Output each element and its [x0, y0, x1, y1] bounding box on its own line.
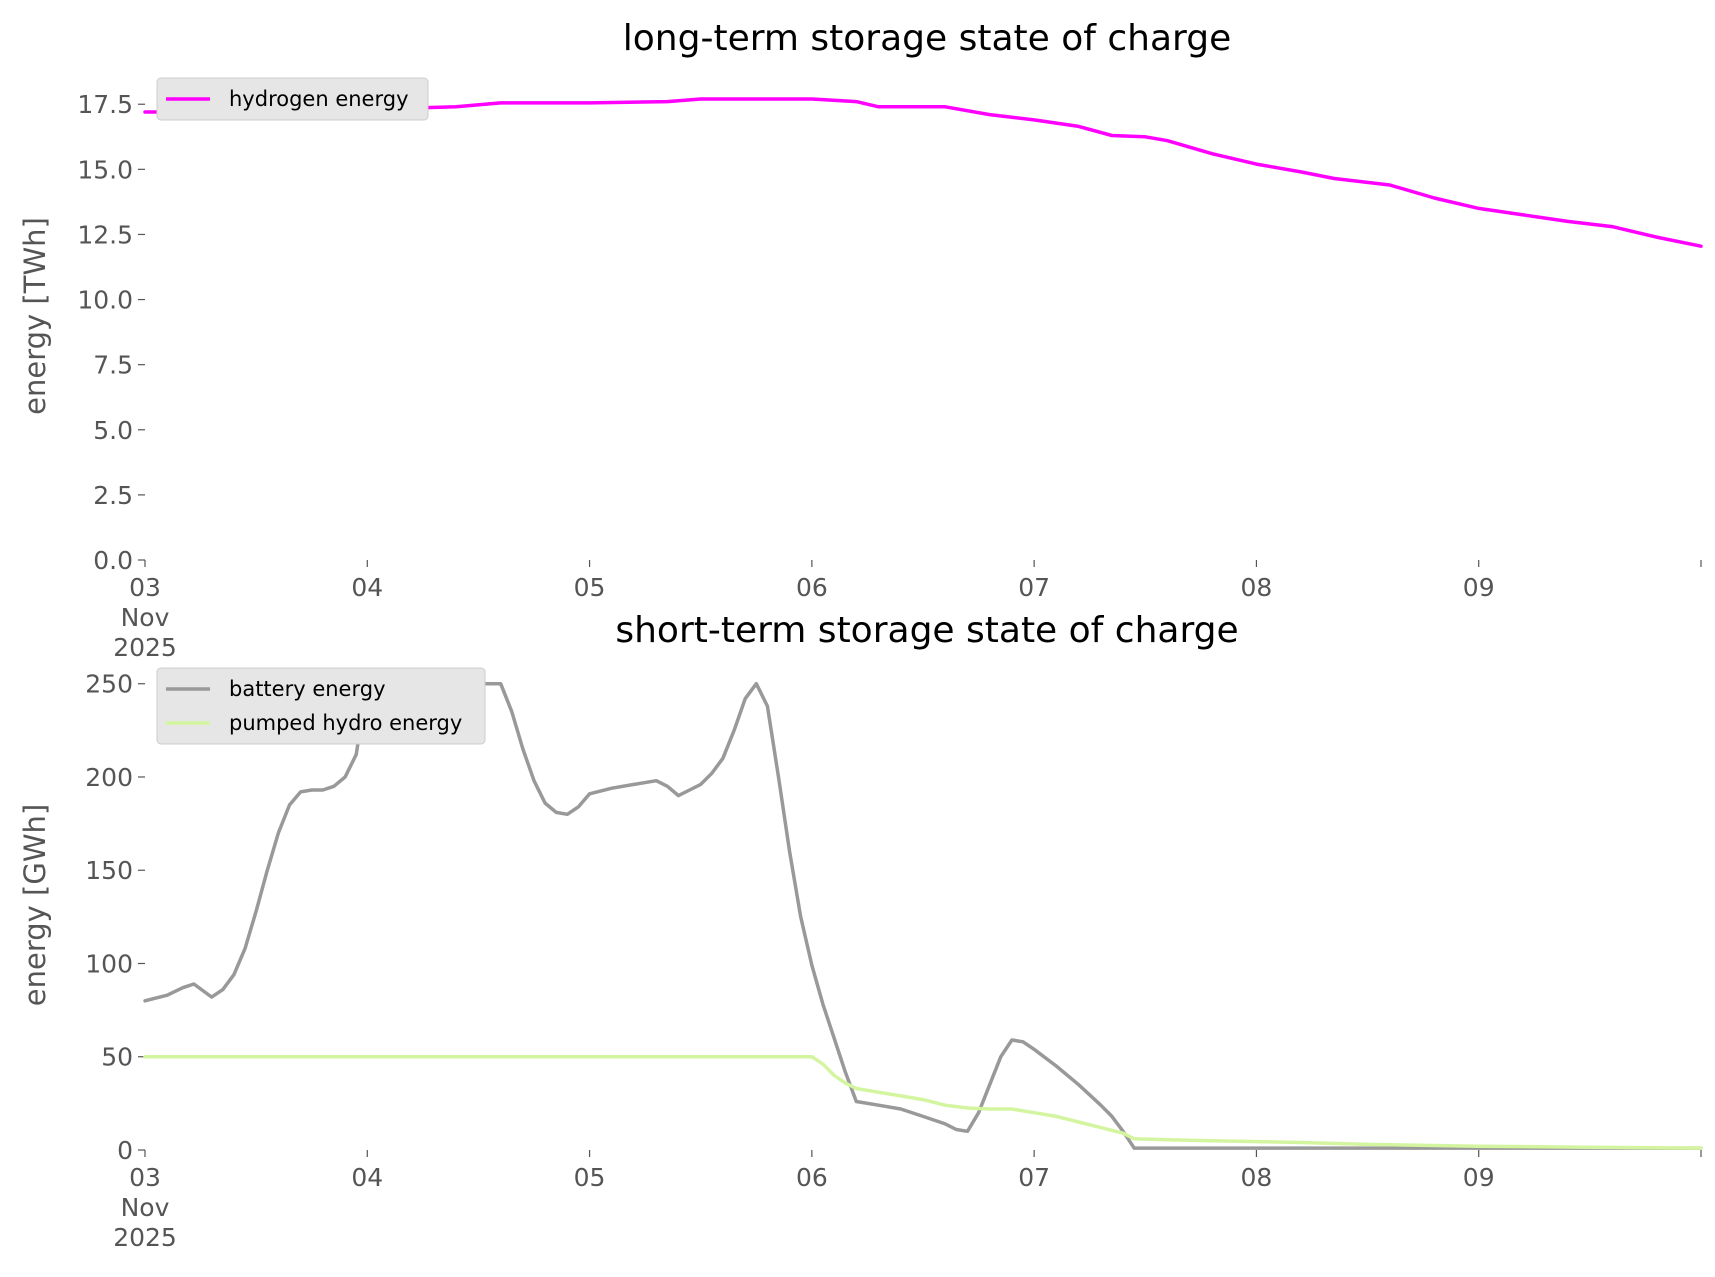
x-tick-label: 08: [1241, 573, 1273, 602]
y-tick-label: 17.5: [77, 90, 133, 119]
x-tick-label: Nov: [121, 603, 170, 632]
legend-label-battery: battery energy: [229, 677, 386, 701]
x-tick-label: 06: [796, 573, 828, 602]
y-tick-label: 200: [85, 763, 133, 792]
short-term-series-lines: [143, 681, 1703, 1150]
short-term-y-axis-label: energy [GWh]: [18, 804, 52, 1006]
long-term-legend-box: [156, 77, 429, 121]
long-term-chart-title: long-term storage state of charge: [623, 18, 1231, 59]
long-term-legend: hydrogen energy: [156, 77, 429, 121]
x-tick-label: 06: [796, 1163, 828, 1192]
y-tick-label: 5.0: [93, 416, 133, 445]
y-tick-label: 12.5: [77, 220, 133, 249]
y-tick-label: 100: [85, 949, 133, 978]
x-tick-label: 05: [574, 573, 606, 602]
y-tick-label: 0.0: [93, 546, 133, 575]
y-tick-label: 15.0: [77, 155, 133, 184]
long-term-y-axis-label: energy [TWh]: [18, 217, 52, 415]
x-tick-label: 09: [1463, 573, 1495, 602]
y-tick-label: 2.5: [93, 481, 133, 510]
x-tick-label: 04: [351, 1163, 383, 1192]
x-tick-label: 07: [1018, 573, 1050, 602]
y-tick-label: 7.5: [93, 351, 133, 380]
short-term-chart-title: short-term storage state of charge: [615, 610, 1238, 651]
y-tick-label: 50: [101, 1043, 133, 1072]
x-tick-label: 05: [574, 1163, 606, 1192]
legend-label-hydrogen: hydrogen energy: [229, 87, 409, 111]
x-tick-label: 2025: [113, 1223, 177, 1252]
x-tick-label: 09: [1463, 1163, 1495, 1192]
x-tick-label: 07: [1018, 1163, 1050, 1192]
y-tick-label: 150: [85, 856, 133, 885]
pumped-hydro-energy-line: [143, 1054, 1703, 1150]
y-tick-label: 10.0: [77, 286, 133, 315]
x-tick-label: Nov: [121, 1193, 170, 1222]
hydrogen-energy-line: [143, 97, 1703, 248]
battery-energy-line: [143, 681, 1703, 1150]
short-term-legend-box: [156, 667, 486, 745]
x-tick-label: 2025: [113, 633, 177, 662]
short-term-y-ticks: 0 50 100 150 200 250: [85, 670, 145, 1165]
x-tick-label: 08: [1241, 1163, 1273, 1192]
legend-label-pumped-hydro: pumped hydro energy: [229, 711, 462, 735]
x-tick-label: 03: [129, 1163, 161, 1192]
short-term-legend: battery energy pumped hydro energy: [156, 667, 486, 745]
long-term-chart: long-term storage state of charge energy…: [18, 18, 1703, 662]
y-tick-label: 250: [85, 670, 133, 699]
y-tick-label: 0: [117, 1136, 133, 1165]
long-term-y-ticks: 0.0 2.5 5.0 7.5 10.0 12.5 15.0 17.5: [77, 90, 145, 575]
long-term-series-lines: [143, 97, 1703, 248]
short-term-chart: short-term storage state of charge energ…: [18, 610, 1703, 1252]
x-tick-label: 03: [129, 573, 161, 602]
x-tick-label: 04: [351, 573, 383, 602]
